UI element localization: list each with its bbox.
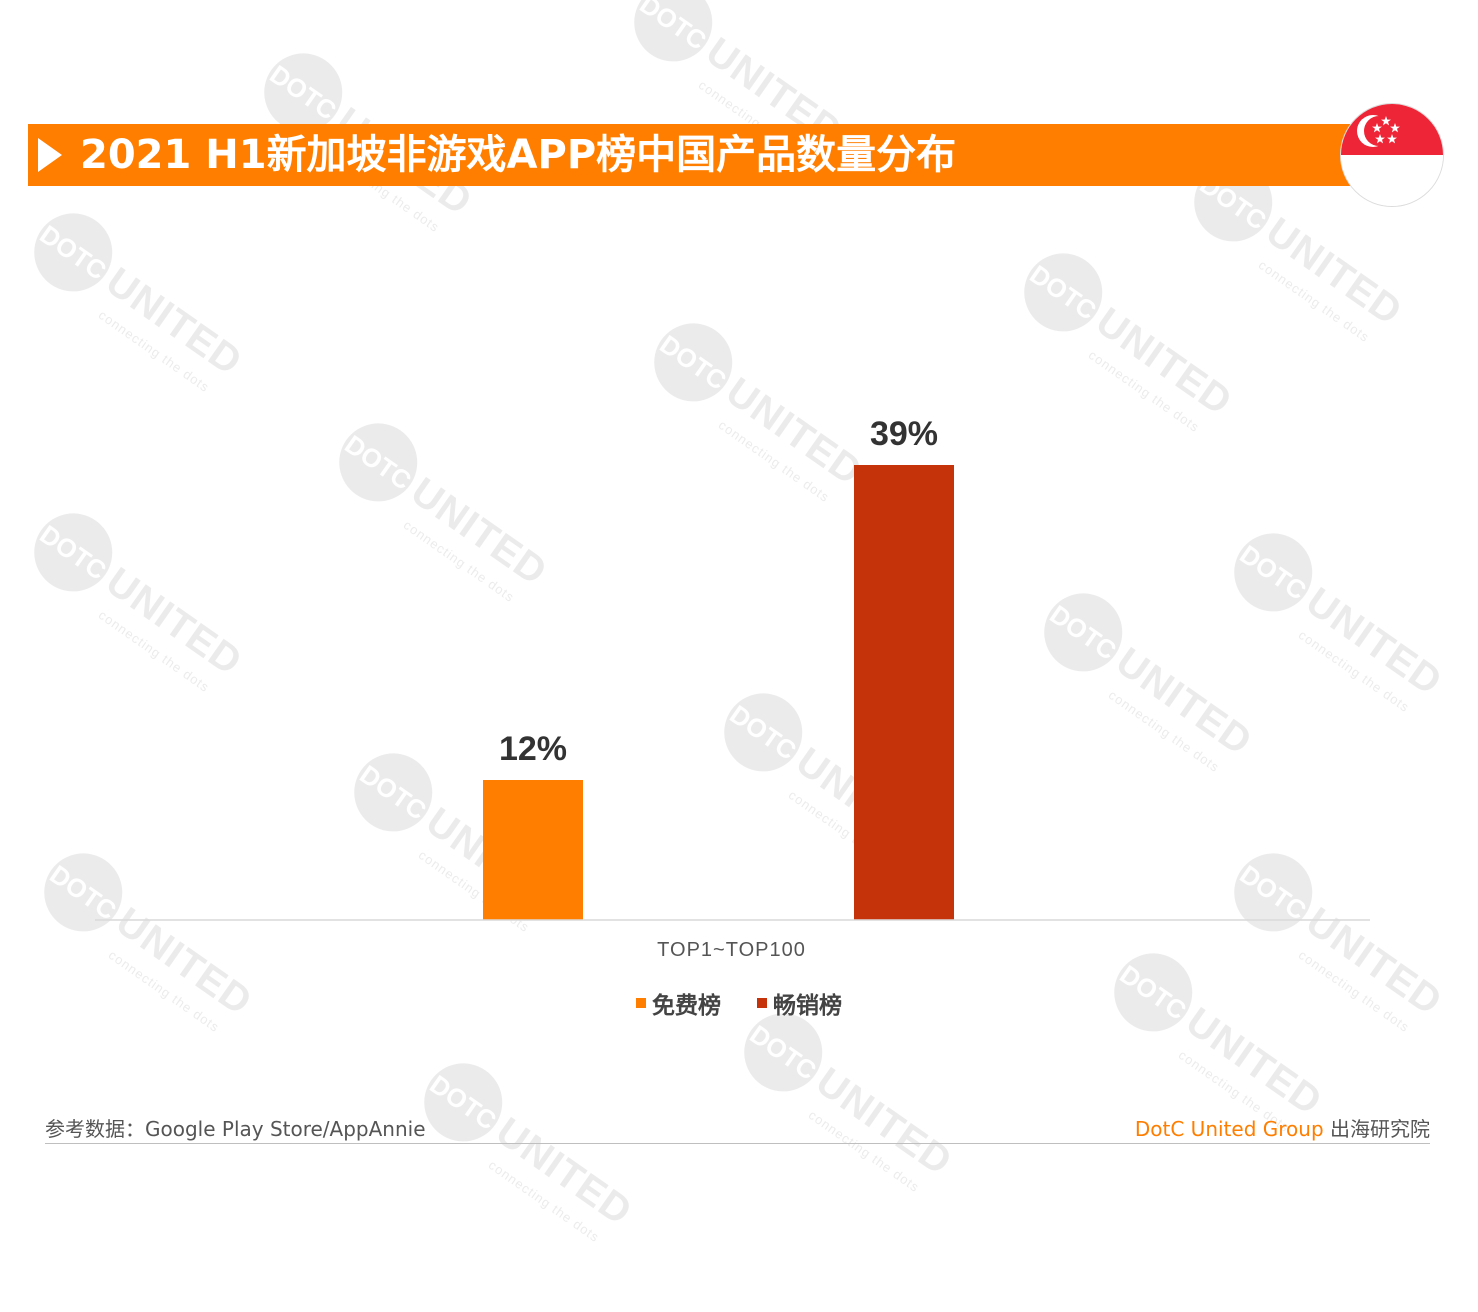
- legend-item-free: 免费榜: [636, 986, 721, 1020]
- legend-swatch-free: [636, 998, 646, 1008]
- title-bar: 2021 H1新加坡非游戏APP榜中国产品数量分布: [28, 124, 1358, 186]
- legend-item-grossing: 畅销榜: [757, 986, 842, 1020]
- play-arrow-icon: [38, 138, 62, 172]
- data-label-free: 12%: [499, 730, 567, 768]
- brand-name: DotC United Group: [1134, 1117, 1324, 1141]
- source-note: 参考数据：Google Play Store/AppAnnie: [45, 1117, 426, 1141]
- brand-suffix: 出海研究院: [1330, 1117, 1430, 1141]
- bar-grossing: [854, 465, 954, 920]
- footer-brand-block: DotC United Group 出海研究院: [1135, 1113, 1430, 1142]
- legend-label-grossing: 畅销榜: [773, 993, 842, 1019]
- legend-label-free: 免费榜: [652, 993, 721, 1019]
- chart-title: 2021 H1新加坡非游戏APP榜中国产品数量分布: [80, 132, 957, 178]
- legend-swatch-grossing: [757, 998, 767, 1008]
- chart-legend: 免费榜 畅销榜: [0, 986, 1478, 1020]
- bar-chart: 12% 39% TOP1~TOP100: [95, 415, 1370, 961]
- footer-divider: [45, 1143, 1430, 1144]
- data-label-grossing: 39%: [870, 415, 938, 453]
- bar-free: [483, 780, 583, 920]
- x-tick-label: TOP1~TOP100: [657, 939, 806, 961]
